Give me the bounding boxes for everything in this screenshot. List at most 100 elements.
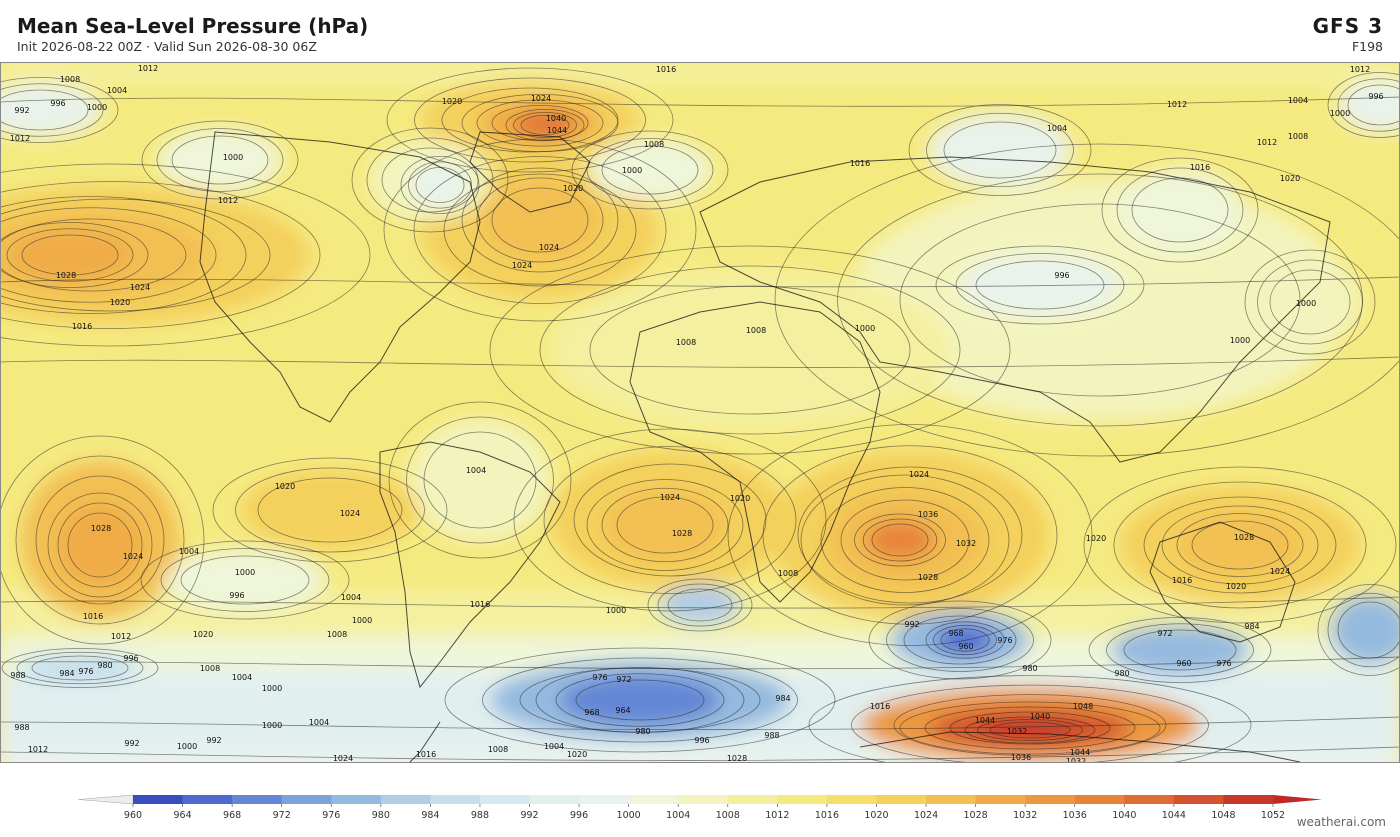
isobar [555, 673, 725, 727]
isobar [601, 487, 729, 563]
isobar [899, 701, 1161, 755]
isobar [0, 218, 187, 292]
isobar [0, 181, 321, 329]
coastlines [199, 131, 1331, 763]
contour-label: 968 [584, 708, 599, 717]
contour-label: 976 [1216, 659, 1231, 668]
isobar [0, 207, 217, 303]
isobar [926, 112, 1074, 188]
subtitle: Init 2026-08-22 00Z · Valid Sun 2026-08-… [17, 39, 317, 54]
isobar [1327, 72, 1400, 138]
isobar [0, 222, 149, 288]
isobar [160, 548, 330, 612]
contour-label: 1000 [223, 153, 243, 162]
contour-label: 992 [206, 736, 221, 745]
isobar [0, 89, 89, 131]
contour-label: 1020 [1086, 534, 1106, 543]
colorbar-tick-label: 1020 [864, 810, 888, 821]
contour-label: 1020 [567, 750, 587, 759]
isobar [476, 177, 604, 263]
forecast-hour: F198 [1351, 39, 1383, 54]
isobar [535, 667, 745, 733]
isobar [0, 435, 205, 645]
field-blob [20, 653, 140, 683]
contour-label: 1028 [1234, 533, 1254, 542]
isobar [940, 628, 990, 652]
isobar [647, 578, 753, 632]
isobar [0, 77, 119, 143]
contour-label: 1020 [110, 298, 130, 307]
field-blob [60, 505, 140, 585]
contour-label: 988 [14, 723, 29, 732]
contour-label: 1000 [352, 616, 372, 625]
colorbar-tick-label: 1012 [765, 810, 789, 821]
isobar [520, 115, 570, 136]
contour-label: 1028 [56, 271, 76, 280]
contour-label: 1024 [130, 283, 150, 292]
isobar [423, 431, 537, 529]
contour-label: 1032 [956, 539, 976, 548]
colorbar-segment [479, 795, 531, 804]
colorbar-tick-label: 1044 [1162, 810, 1186, 821]
contour-label: 1004 [341, 593, 361, 602]
contour-label: 1000 [235, 568, 255, 577]
field-blob [1180, 515, 1300, 575]
colorbar-tick-label: 984 [421, 810, 439, 821]
colorbar-tick-label: 976 [322, 810, 340, 821]
contour-label: 1008 [327, 630, 347, 639]
isobar [899, 203, 1301, 397]
contour-label: 1000 [606, 606, 626, 615]
isobar [989, 721, 1071, 739]
isobar [1161, 505, 1319, 585]
colorbar-segment [430, 795, 481, 804]
colorbar-segment [876, 795, 927, 804]
isobar [1106, 623, 1254, 677]
isobar [808, 675, 1252, 763]
contour-label: 1016 [656, 65, 676, 74]
contour-label: 996 [50, 99, 65, 108]
contour-label: 992 [904, 620, 919, 629]
isobar [1327, 592, 1400, 668]
colorbar-tick-label: 964 [173, 810, 191, 821]
contour-label: 996 [123, 654, 138, 663]
isobar [903, 615, 1017, 665]
contour-label: 1028 [918, 573, 938, 582]
isobar [0, 656, 1400, 670]
isobar [489, 245, 1011, 455]
contour-label: 1008 [488, 745, 508, 754]
contour-label: 1004 [107, 86, 127, 95]
colorbar-segment [628, 795, 679, 804]
colorbar-tick-label: 1036 [1063, 810, 1087, 821]
isobar [1088, 617, 1272, 683]
contour-label: 964 [615, 706, 630, 715]
isobar [406, 416, 554, 544]
isobar [774, 143, 1400, 457]
contour-label: 1040 [546, 114, 566, 123]
contour-label: 1040 [1030, 712, 1050, 721]
contour-label: 1020 [1280, 174, 1300, 183]
isobar [1191, 520, 1289, 570]
colorbar-tick-label: 996 [570, 810, 588, 821]
contour-label: 1004 [1288, 96, 1308, 105]
field-blob [480, 180, 600, 260]
isobar [868, 600, 1052, 680]
contour-label: 1032 [1066, 757, 1086, 763]
contour-label: 1004 [466, 466, 486, 475]
colorbar-tick-label: 960 [124, 810, 142, 821]
contour-label: 1004 [544, 742, 564, 751]
isobar [1244, 249, 1376, 355]
contour-label: 1020 [563, 184, 583, 193]
colorbar-segment [1074, 795, 1125, 804]
field-blob [165, 550, 325, 610]
model-name: GFS 3 [1312, 14, 1383, 38]
colorbar-tick-label: 1048 [1211, 810, 1235, 821]
colorbar-segment [133, 795, 184, 804]
contour-label: 980 [1022, 664, 1037, 673]
contour-label: 1000 [1296, 299, 1316, 308]
colorbar-tick-label: 980 [372, 810, 390, 821]
isobar [1116, 167, 1244, 253]
contour-label: 1000 [177, 742, 197, 751]
colorbar-segment [777, 795, 828, 804]
isobar [1347, 84, 1400, 126]
isobar [180, 555, 310, 605]
